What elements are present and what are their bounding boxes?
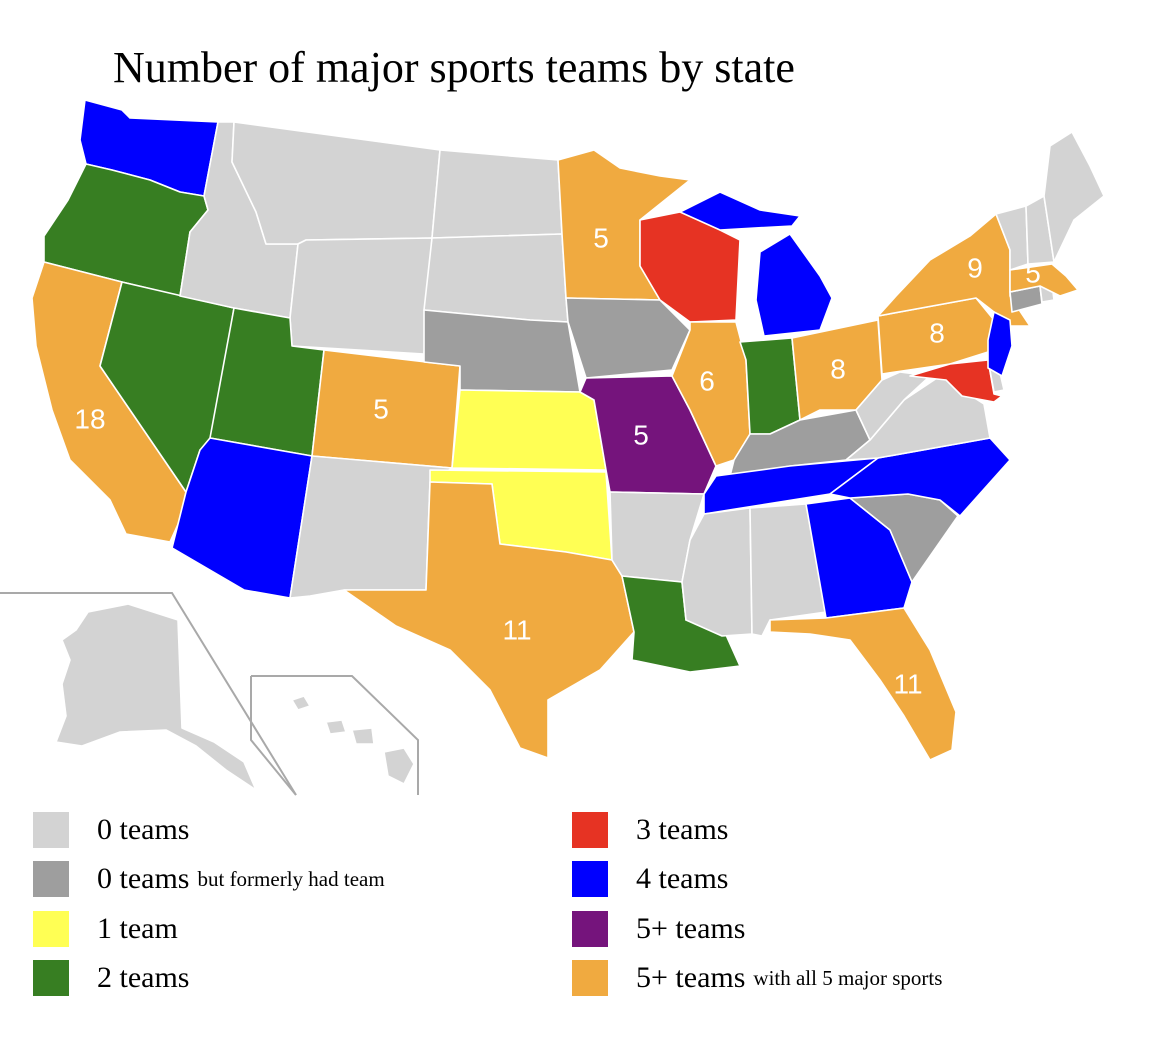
label-illinois-count: 6 xyxy=(699,365,715,396)
legend-swatch xyxy=(33,861,69,897)
count-labels-layer: 18 5 11 5 5 6 8 8 9 5 11 xyxy=(74,222,1040,699)
legend-item: 4 teams xyxy=(572,859,728,899)
legend-item: 1 team xyxy=(33,909,178,949)
legend-label: 5+ teams xyxy=(636,912,746,945)
map-title: Number of major sports teams by state xyxy=(113,43,795,92)
state-michigan xyxy=(679,191,833,337)
legend-label: 0 teams xyxy=(97,862,190,895)
states-layer xyxy=(31,99,1105,791)
legend-swatch xyxy=(33,960,69,996)
legend-label: 2 teams xyxy=(97,961,190,994)
state-hawaii xyxy=(291,695,415,785)
legend-item: 2 teams xyxy=(33,958,189,998)
legend-item: 5+ teams with all 5 major sports xyxy=(572,958,942,998)
label-minnesota-count: 5 xyxy=(593,222,609,253)
legend-label: 4 teams xyxy=(636,862,729,895)
legend-item: 3 teams xyxy=(572,810,728,850)
hawaii-inset-border xyxy=(250,675,419,796)
legend-swatch xyxy=(572,861,608,897)
legend-item: 0 teams but formerly had team xyxy=(33,859,385,899)
label-florida-count: 11 xyxy=(893,668,922,699)
legend-note: with all 5 major sports xyxy=(753,965,943,990)
legend-item: 0 teams xyxy=(33,810,189,850)
state-montana xyxy=(231,121,441,245)
legend-label: 5+ teams xyxy=(636,961,746,994)
legend-swatch xyxy=(33,812,69,848)
legend-note: but formerly had team xyxy=(197,866,385,891)
legend-swatch xyxy=(572,911,608,947)
label-ohio-count: 8 xyxy=(830,353,846,384)
label-missouri-count: 5 xyxy=(633,419,649,450)
state-texas xyxy=(343,481,635,759)
label-colorado-count: 5 xyxy=(373,393,389,424)
state-alaska xyxy=(55,603,257,791)
state-vermont xyxy=(995,205,1029,271)
state-new-jersey xyxy=(987,311,1013,377)
legend-label: 1 team xyxy=(97,912,178,945)
state-indiana xyxy=(739,337,801,435)
label-california-count: 18 xyxy=(74,403,105,434)
label-texas-count: 11 xyxy=(502,614,531,645)
state-massachusetts xyxy=(1009,263,1079,297)
us-map: 18 5 11 5 5 6 8 8 9 5 11 xyxy=(0,99,1105,796)
legend-swatch xyxy=(572,812,608,848)
state-kansas xyxy=(451,389,607,471)
state-north-dakota xyxy=(431,149,563,239)
alaska-inset-border xyxy=(0,592,297,796)
state-south-dakota xyxy=(423,233,569,323)
legend-swatch xyxy=(572,960,608,996)
label-new-york-count: 9 xyxy=(967,252,983,283)
state-iowa xyxy=(565,297,691,379)
legend-item: 5+ teams xyxy=(572,909,745,949)
legend-swatch xyxy=(33,911,69,947)
state-new-york xyxy=(877,213,1031,327)
state-maine xyxy=(1043,131,1105,263)
state-illinois xyxy=(671,321,751,467)
legend-label: 3 teams xyxy=(636,813,729,846)
state-maryland xyxy=(909,359,1003,403)
label-massachusetts-count: 5 xyxy=(1025,257,1041,288)
legend-label: 0 teams xyxy=(97,813,190,846)
state-florida xyxy=(769,607,957,761)
state-wyoming xyxy=(289,237,433,355)
label-pennsylvania-count: 8 xyxy=(929,317,945,348)
